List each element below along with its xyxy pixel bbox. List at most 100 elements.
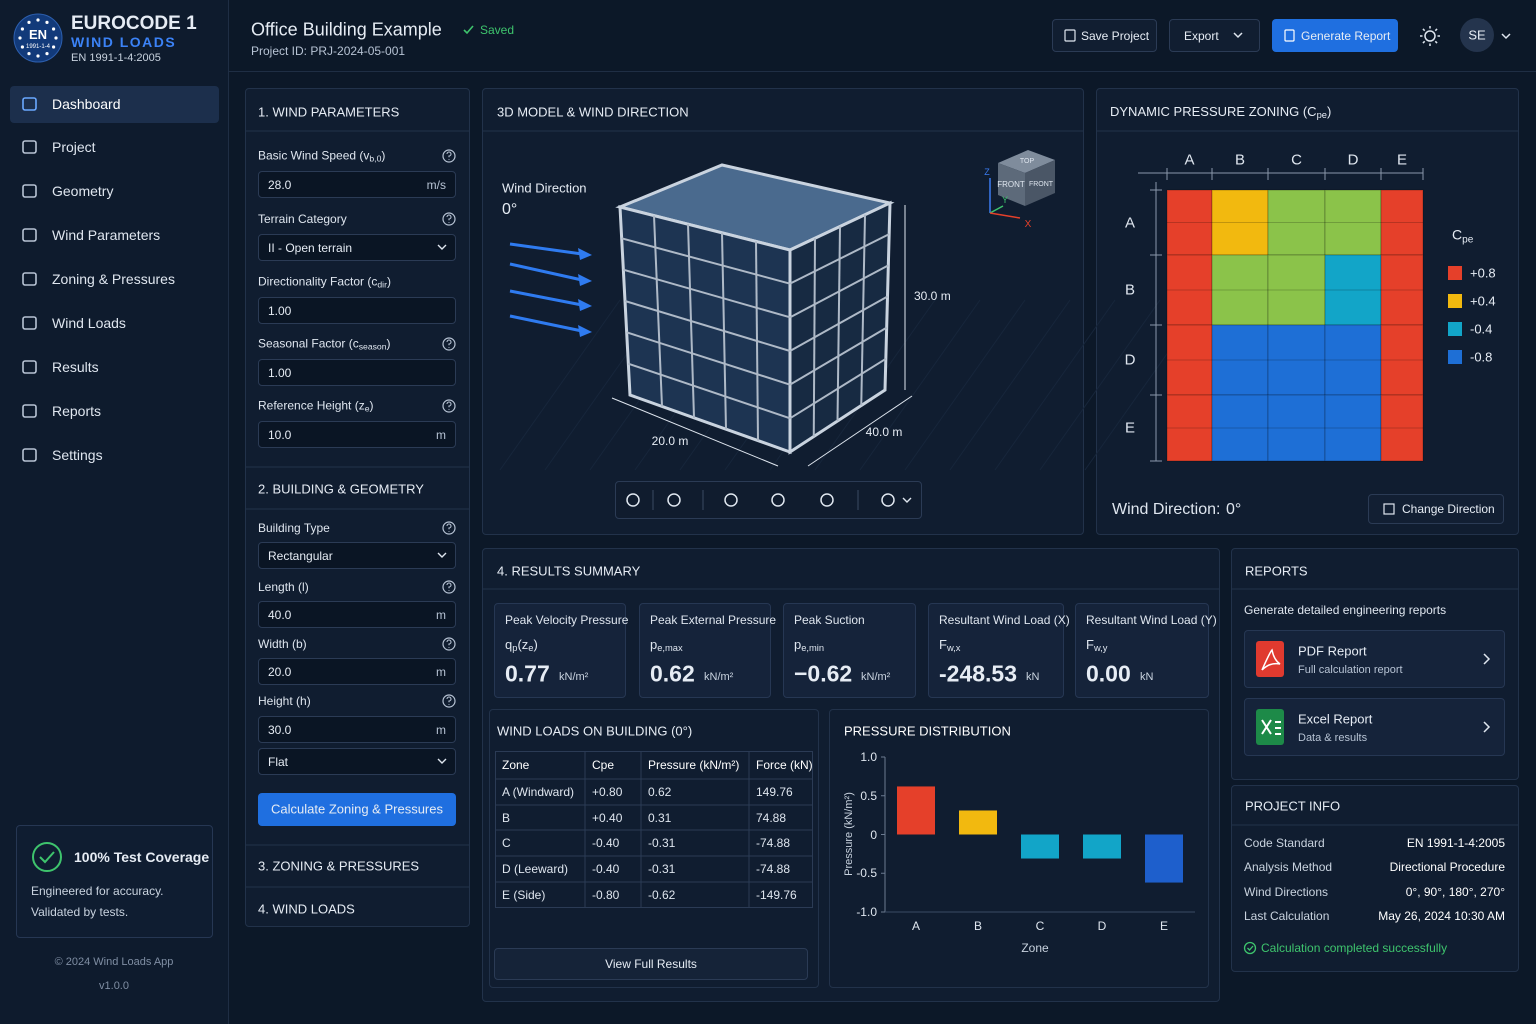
field-label-sub: b,0: [369, 153, 382, 164]
dim-label: 20.0 m: [651, 434, 689, 448]
table-cell: -74.88: [756, 836, 791, 850]
report-subtitle: Full calculation report: [1298, 664, 1403, 676]
y-tick-label: 0: [870, 827, 877, 842]
coverage-check: [39, 851, 55, 864]
info-label: Last Calculation: [1244, 909, 1330, 923]
select-box[interactable]: [258, 234, 456, 261]
panel-title: 3D MODEL & WIND DIRECTION: [497, 104, 689, 120]
help-icon: [442, 580, 456, 594]
input-box[interactable]: [258, 716, 456, 743]
report-item[interactable]: [1244, 698, 1505, 756]
dim-length: [807, 395, 913, 467]
y-tick-label: 0.5: [860, 788, 877, 803]
zone-cell: [1211, 254, 1269, 326]
zone-cell: [1211, 324, 1269, 396]
change-direction-button[interactable]: [1368, 494, 1504, 524]
window-transom: [628, 362, 791, 420]
view-results-button[interactable]: [494, 948, 808, 980]
panel-title: PROJECT INFO: [1245, 798, 1341, 814]
wind-arrowhead: [578, 248, 592, 260]
logo-star: [51, 45, 56, 49]
toolbar-icon: [724, 493, 738, 507]
select-chevron: [437, 758, 447, 764]
excel-icon: [1256, 709, 1284, 745]
report-item[interactable]: [1244, 630, 1505, 688]
save-button[interactable]: [1052, 19, 1157, 52]
dim-width: [611, 397, 779, 467]
export-button[interactable]: [1169, 19, 1260, 52]
panel-title: WIND LOADS ON BUILDING (0°): [497, 723, 693, 739]
input-box[interactable]: [258, 171, 456, 198]
zone-row-label: D: [1124, 351, 1136, 369]
table-cell: 0.31: [648, 810, 672, 825]
card-unit: kN: [1026, 671, 1040, 683]
nav-active[interactable]: [10, 86, 219, 123]
generate-button[interactable]: [1272, 19, 1398, 52]
zone-cell: [1267, 394, 1326, 462]
result-card: [1075, 603, 1209, 698]
theme-ray: [1422, 40, 1426, 44]
window-transom: [789, 233, 890, 285]
nav-icon: [22, 272, 37, 286]
info-value: Directional Procedure: [1389, 860, 1505, 874]
toolbar-chevron: [902, 497, 912, 503]
app-subtitle: WIND LOADS: [71, 34, 177, 50]
help-icon: [442, 149, 456, 163]
card-symbol-sub: w,y: [1093, 643, 1108, 654]
logo-star: [27, 20, 31, 25]
axis-label: X: [1025, 219, 1032, 230]
field-unit: m: [436, 607, 446, 622]
wind-arrowhead: [578, 325, 592, 337]
input-box[interactable]: [258, 297, 456, 324]
app-standard: EN 1991-1-4:2005: [71, 52, 161, 64]
input-box[interactable]: [258, 359, 456, 386]
logo-star: [36, 54, 40, 58]
field-value: Flat: [268, 754, 289, 769]
card-symbol: Fw,y: [1086, 637, 1107, 653]
nav-icon: [22, 140, 37, 154]
app-title: EUROCODE 1: [71, 13, 197, 34]
floor-grid: [1039, 299, 1161, 471]
zone-row-label: B: [1124, 281, 1136, 299]
zone-cell: [1166, 189, 1213, 256]
window-transom: [621, 237, 791, 285]
model-toolbar: [615, 481, 922, 519]
bar: [897, 786, 935, 835]
help-mark: [446, 523, 452, 532]
avatar[interactable]: [1460, 18, 1494, 52]
floor-grid: [859, 299, 981, 471]
field-label-sub: e: [364, 403, 370, 414]
coverage-line: Validated by tests.: [31, 905, 129, 919]
zone-column-label: D: [1347, 151, 1359, 169]
wind-arrow: [509, 289, 583, 307]
select-box[interactable]: [258, 542, 456, 569]
window-transom: [789, 357, 887, 420]
report-title: PDF Report: [1298, 643, 1367, 659]
card-title: Peak Velocity Pressure: [505, 613, 629, 627]
input-box[interactable]: [258, 601, 456, 628]
result-card: [494, 603, 626, 698]
table-cell: E (Side): [502, 888, 546, 902]
change-direction-icon: [1383, 503, 1395, 515]
zone-cell: [1380, 254, 1424, 326]
help-mark: [446, 339, 452, 348]
report-icon: [1284, 29, 1295, 42]
zone-cell: [1324, 394, 1382, 462]
select-box[interactable]: [258, 748, 456, 775]
field-label-text: ): [381, 148, 386, 163]
status-check: [1247, 945, 1254, 951]
field-unit: m/s: [426, 177, 446, 192]
input-box[interactable]: [258, 658, 456, 685]
legend-label: +0.8: [1470, 265, 1496, 281]
section-title: 4. WIND LOADS: [258, 901, 355, 917]
floor-grid: [904, 299, 1026, 471]
bar: [1021, 834, 1059, 859]
change-direction-label: Change Direction: [1402, 502, 1495, 516]
nav-icon: [22, 448, 37, 462]
help-icon: [442, 212, 456, 226]
cube-label: TOP: [1020, 158, 1035, 165]
logo-star: [36, 18, 40, 22]
input-box[interactable]: [258, 421, 456, 448]
calculate-button[interactable]: [258, 793, 456, 826]
